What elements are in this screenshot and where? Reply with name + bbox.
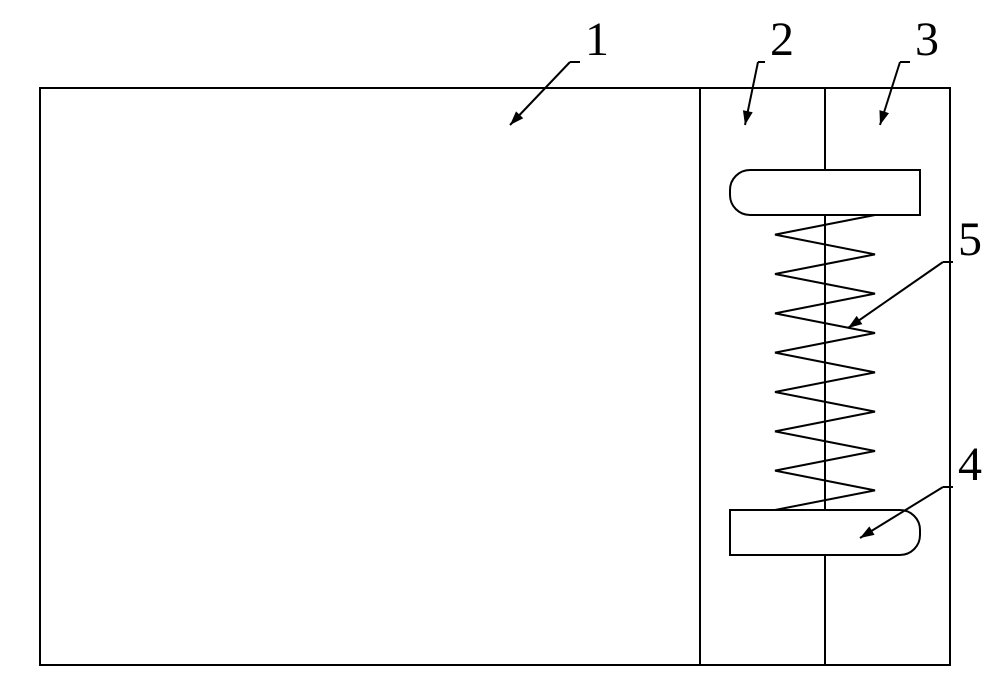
leader-l5-arrow: [848, 316, 862, 328]
label-l4: 4: [958, 438, 982, 491]
capsule-top: [730, 170, 920, 215]
leader-l5-line: [848, 262, 943, 328]
leader-l3-arrow: [879, 110, 889, 125]
label-l2: 2: [770, 13, 794, 66]
label-l1: 1: [585, 13, 609, 66]
label-l5: 5: [958, 213, 982, 266]
diagram-svg: 1 2 3 4 5: [0, 0, 1000, 700]
capsule-bottom: [730, 510, 920, 555]
label-l3: 3: [915, 13, 939, 66]
leader-l2-arrow: [743, 110, 753, 125]
